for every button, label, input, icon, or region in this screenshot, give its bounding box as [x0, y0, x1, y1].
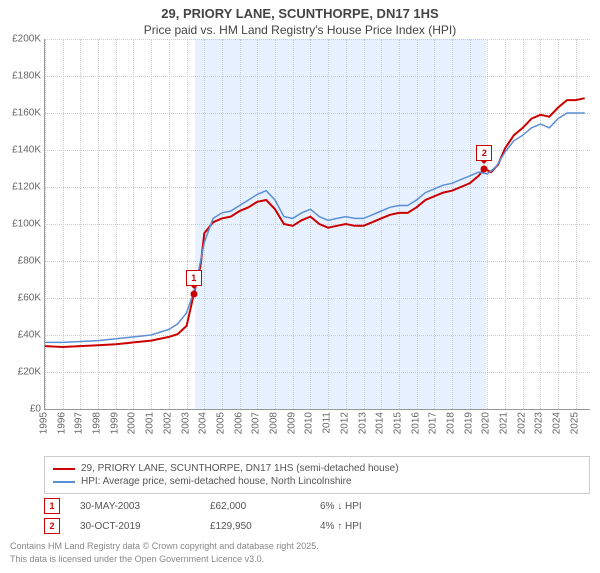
- x-axis: 1995199619971998199920002001200220032004…: [44, 410, 590, 450]
- legend-item: HPI: Average price, semi-detached house,…: [53, 476, 581, 487]
- x-axis-label: 2014: [375, 412, 386, 434]
- x-axis-label: 2009: [286, 412, 297, 434]
- x-axis-label: 1998: [92, 412, 103, 434]
- event-list: 1 30-MAY-2003 £62,000 6% ↓ HPI 2 30-OCT-…: [44, 498, 590, 534]
- x-axis-label: 2023: [534, 412, 545, 434]
- line-chart-svg: [45, 39, 590, 409]
- x-axis-label: 2005: [215, 412, 226, 434]
- y-axis-label: £140K: [12, 145, 45, 156]
- y-axis-label: £200K: [12, 34, 45, 45]
- x-axis-label: 2008: [269, 412, 280, 434]
- x-axis-label: 1995: [39, 412, 50, 434]
- footer-attribution: Contains HM Land Registry data © Crown c…: [10, 540, 590, 565]
- x-axis-label: 2012: [339, 412, 350, 434]
- y-axis-label: £120K: [12, 182, 45, 193]
- event-delta: 4% ↑ HPI: [320, 521, 362, 532]
- x-axis-label: 2000: [127, 412, 138, 434]
- x-axis-label: 2017: [428, 412, 439, 434]
- event-price: £129,950: [210, 521, 300, 532]
- y-axis-label: £80K: [18, 256, 45, 267]
- footer-line: Contains HM Land Registry data © Crown c…: [10, 540, 590, 553]
- chart-title-block: 29, PRIORY LANE, SCUNTHORPE, DN17 1HS Pr…: [0, 0, 600, 39]
- x-axis-label: 2006: [233, 412, 244, 434]
- x-axis-label: 1999: [109, 412, 120, 434]
- x-axis-label: 1996: [56, 412, 67, 434]
- x-axis-label: 2003: [180, 412, 191, 434]
- x-axis-label: 2010: [304, 412, 315, 434]
- y-axis-label: £180K: [12, 71, 45, 82]
- chart-container: { "title": { "line1": "29, PRIORY LANE, …: [0, 0, 600, 565]
- legend-item: 29, PRIORY LANE, SCUNTHORPE, DN17 1HS (s…: [53, 463, 581, 474]
- event-row: 2 30-OCT-2019 £129,950 4% ↑ HPI: [44, 518, 590, 534]
- legend: 29, PRIORY LANE, SCUNTHORPE, DN17 1HS (s…: [44, 456, 590, 494]
- chart-marker: 1: [186, 270, 202, 286]
- y-axis-label: £40K: [18, 330, 45, 341]
- y-axis-label: £100K: [12, 219, 45, 230]
- x-axis-label: 2018: [445, 412, 456, 434]
- x-axis-label: 2016: [410, 412, 421, 434]
- x-axis-label: 2021: [499, 412, 510, 434]
- event-row: 1 30-MAY-2003 £62,000 6% ↓ HPI: [44, 498, 590, 514]
- event-marker-icon: 1: [44, 498, 60, 514]
- footer-line: This data is licensed under the Open Gov…: [10, 553, 590, 566]
- series-price_paid: [45, 98, 585, 347]
- x-axis-label: 2004: [198, 412, 209, 434]
- event-marker-icon: 2: [44, 518, 60, 534]
- y-axis-label: £60K: [18, 293, 45, 304]
- legend-swatch: [53, 481, 75, 483]
- x-axis-label: 1997: [74, 412, 85, 434]
- chart-subtitle: Price paid vs. HM Land Registry's House …: [0, 23, 600, 37]
- event-date: 30-OCT-2019: [80, 521, 190, 532]
- x-axis-label: 2011: [322, 412, 333, 434]
- chart-title: 29, PRIORY LANE, SCUNTHORPE, DN17 1HS: [0, 6, 600, 21]
- event-price: £62,000: [210, 501, 300, 512]
- x-axis-label: 2020: [481, 412, 492, 434]
- x-axis-label: 2019: [463, 412, 474, 434]
- x-axis-label: 2022: [516, 412, 527, 434]
- x-axis-label: 2001: [145, 412, 156, 434]
- y-axis-label: £160K: [12, 108, 45, 119]
- event-date: 30-MAY-2003: [80, 501, 190, 512]
- legend-label: 29, PRIORY LANE, SCUNTHORPE, DN17 1HS (s…: [81, 463, 399, 474]
- plot-area: £0£20K£40K£60K£80K£100K£120K£140K£160K£1…: [44, 39, 590, 410]
- x-axis-label: 2007: [251, 412, 262, 434]
- x-axis-label: 2013: [357, 412, 368, 434]
- x-axis-label: 2025: [569, 412, 580, 434]
- chart-marker: 2: [476, 145, 492, 161]
- x-axis-label: 2015: [392, 412, 403, 434]
- x-axis-label: 2002: [162, 412, 173, 434]
- series-hpi: [45, 113, 585, 342]
- event-delta: 6% ↓ HPI: [320, 501, 362, 512]
- legend-label: HPI: Average price, semi-detached house,…: [81, 476, 352, 487]
- y-axis-label: £20K: [18, 367, 45, 378]
- x-axis-label: 2024: [552, 412, 563, 434]
- legend-swatch: [53, 468, 75, 470]
